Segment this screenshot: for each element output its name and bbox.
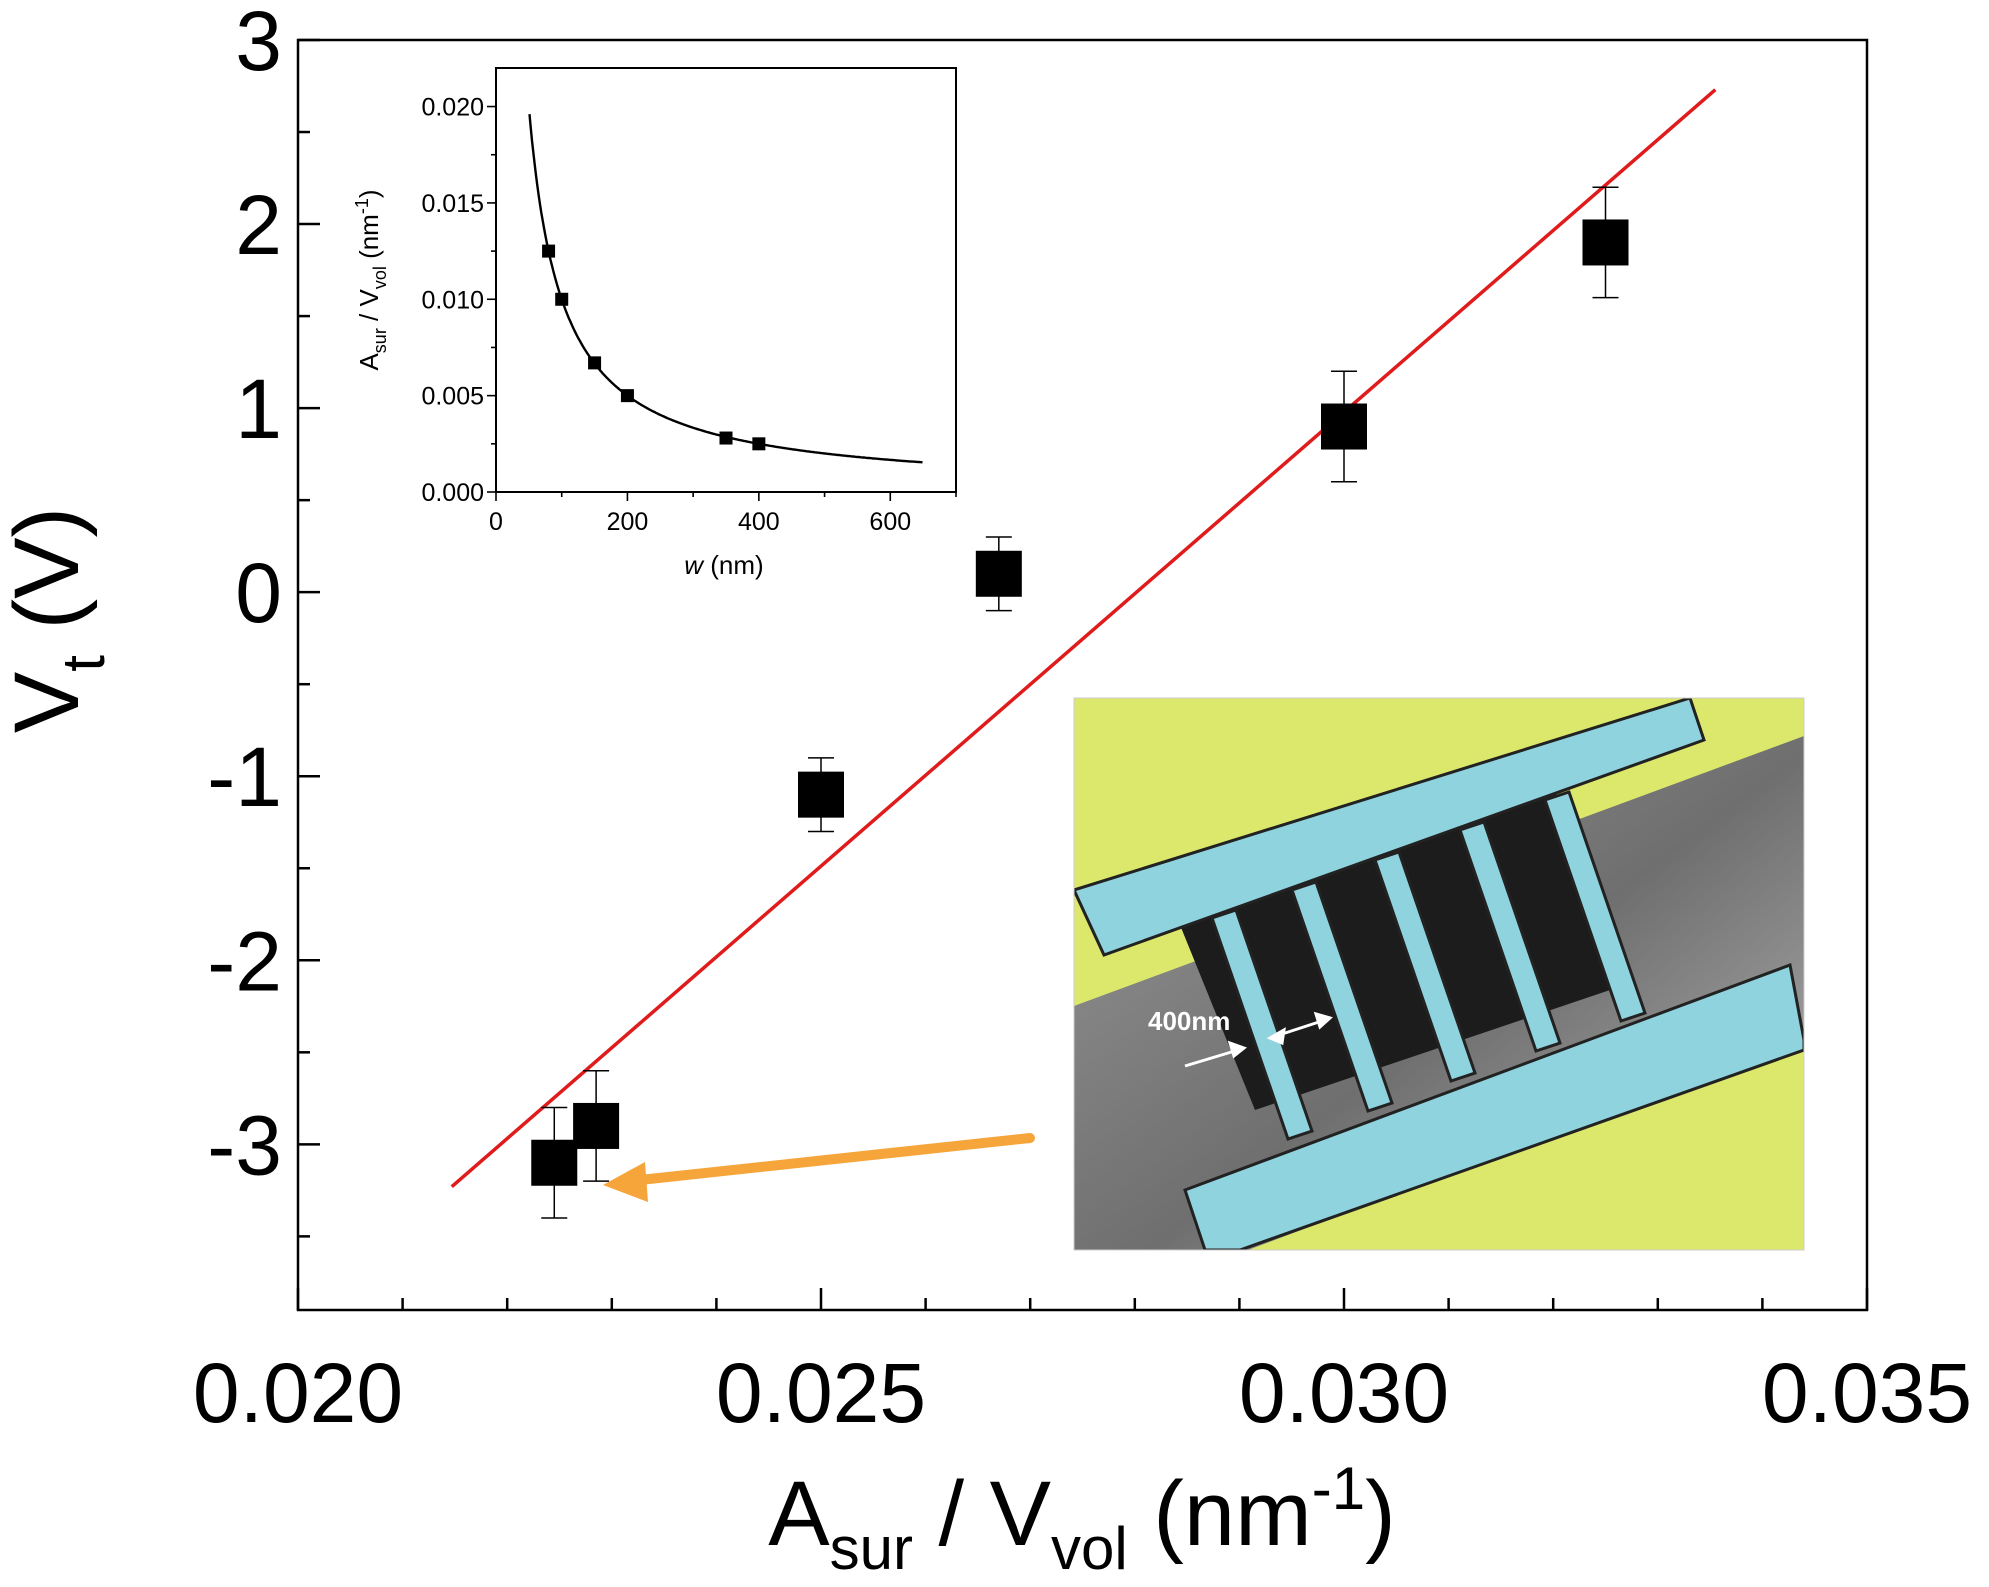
inset-y-axis-title: Asur / Vvol (nm-1) — [352, 189, 390, 370]
main-plot-frame — [296, 38, 1869, 1312]
inset-data-marks — [528, 113, 923, 464]
main-data-point — [573, 1069, 620, 1182]
sem-electrode-top — [1074, 698, 1706, 957]
inset-data-marker — [542, 244, 556, 258]
main-data-marker — [531, 1139, 578, 1186]
annotation-arrow — [603, 1133, 1035, 1202]
main-y-tick-label: -2 — [207, 914, 282, 1008]
inset-x-tick-label: 0 — [489, 508, 503, 536]
inset-x-tick-label: 400 — [738, 508, 780, 536]
main-data-marker — [798, 771, 844, 818]
inset-y-axis: 0.000 0.005 0.010 0.015 0.020 — [421, 94, 496, 507]
sem-electrode-bottom — [1183, 962, 1804, 1250]
sem-scale-arrows — [1184, 1011, 1334, 1068]
main-data-point — [798, 757, 844, 833]
inset-data-marker — [588, 356, 602, 370]
inset-plot: 0 200 400 600 0.000 0.005 0.010 0.015 0.020 w (… — [352, 67, 957, 580]
main-y-tick-label: 3 — [235, 0, 282, 88]
inset-y-tick-label: 0.020 — [421, 94, 484, 122]
inset-data-marker — [719, 431, 733, 445]
main-x-axis: 0.020 0.025 0.030 0.035 — [193, 1288, 1972, 1440]
inset-x-tick-label: 600 — [869, 508, 911, 536]
main-y-tick-label: 2 — [235, 178, 282, 272]
main-y-axis-title: Vt (V) — [0, 507, 117, 733]
main-x-tick-label: 0.025 — [716, 1346, 926, 1440]
inset-x-axis: 0 200 400 600 — [489, 492, 957, 536]
main-y-tick-label: -1 — [207, 730, 282, 824]
main-data-point — [531, 1106, 578, 1219]
main-fit-line — [450, 88, 1717, 1189]
main-y-tick-label: -3 — [207, 1098, 282, 1192]
main-y-tick-label: 1 — [235, 362, 282, 456]
main-y-tick-label: 0 — [235, 546, 282, 640]
sem-image: 400nm — [1074, 698, 1804, 1250]
inset-plot-frame — [495, 67, 957, 493]
main-x-tick-label: 0.020 — [193, 1346, 403, 1440]
inset-y-tick-label: 0.000 — [421, 479, 484, 507]
inset-data-marker — [555, 292, 569, 306]
main-data-point — [975, 536, 1022, 612]
main-data-point — [1582, 186, 1629, 299]
main-x-axis-title: Asur / Vvol (nm-1) — [768, 1455, 1395, 1582]
inset-y-tick-label: 0.015 — [421, 190, 484, 218]
main-data-marker — [975, 550, 1022, 597]
inset-x-axis-title: w (nm) — [684, 550, 763, 580]
inset-y-tick-label: 0.005 — [421, 383, 484, 411]
inset-x-tick-label: 200 — [607, 508, 649, 536]
inset-y-tick-label: 0.010 — [421, 286, 484, 314]
main-data-marker — [573, 1102, 620, 1149]
sem-fingers — [1210, 790, 1647, 1141]
main-data-marker — [1582, 219, 1629, 266]
inset-data-marker — [620, 389, 634, 403]
sem-scale-label: 400nm — [1148, 1006, 1230, 1036]
main-y-axis: 3 2 1 0 -1 -2 -3 — [207, 0, 320, 1238]
main-data-marker — [1321, 403, 1367, 450]
sem-trench — [1180, 790, 1610, 1110]
sem-image-border — [1073, 697, 1805, 1251]
main-data-marks — [450, 88, 1717, 1219]
main-x-tick-label: 0.035 — [1762, 1346, 1972, 1440]
inset-data-marker — [752, 437, 766, 451]
main-data-point — [1321, 370, 1367, 483]
main-x-tick-label: 0.030 — [1239, 1346, 1449, 1440]
